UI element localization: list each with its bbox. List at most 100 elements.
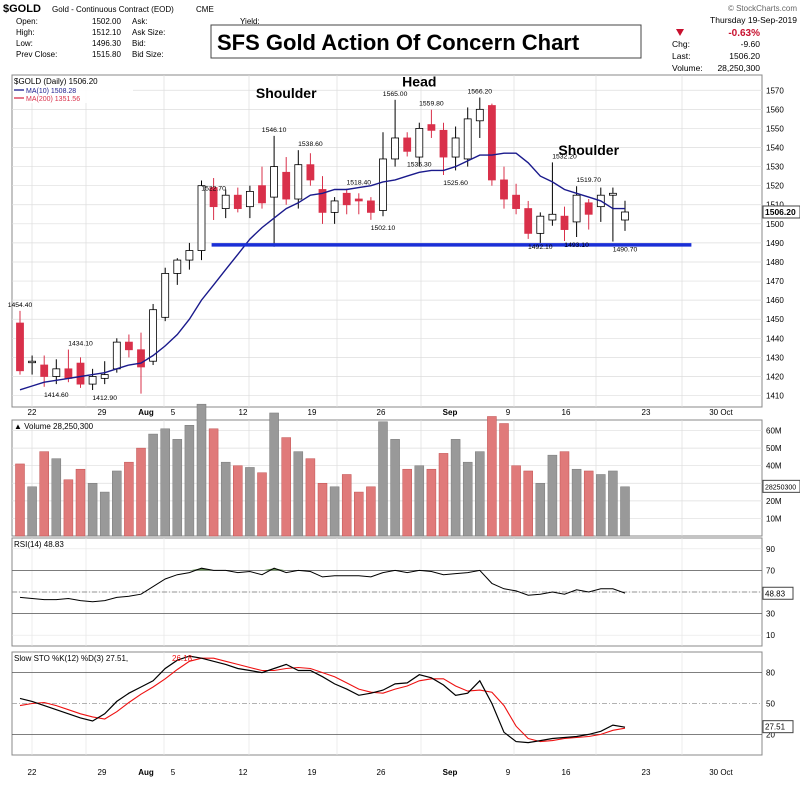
volume-bar xyxy=(426,468,437,537)
price-tick-label: 1450 xyxy=(766,315,784,324)
symbol-title: $GOLD xyxy=(3,3,41,15)
volume-bar xyxy=(608,470,618,537)
down-arrow-icon xyxy=(676,29,684,36)
volume-bar xyxy=(257,472,267,537)
pattern-label: Head xyxy=(402,73,436,89)
field-label: Low: xyxy=(16,39,33,48)
volume-bar xyxy=(535,483,546,537)
candle-body xyxy=(112,341,121,370)
date-tick-label: Sep xyxy=(443,408,458,417)
price-annotation: 1502.10 xyxy=(371,225,396,232)
candle-body xyxy=(475,108,484,122)
sto-d-line xyxy=(19,657,626,743)
candle-body xyxy=(209,187,218,208)
sto-tick-label: 20 xyxy=(766,730,775,739)
candle-body xyxy=(88,376,97,385)
price-annotation: 1414.60 xyxy=(44,392,69,399)
candle-body xyxy=(500,179,508,200)
stochastic-panel: 80 50 20 Slow STO %K(12) %D(3) 27.51, 26.18 2… xyxy=(11,651,794,756)
date-tick-label: 19 xyxy=(308,768,317,777)
price-tick-label: 1480 xyxy=(766,258,784,267)
volume-bar xyxy=(281,437,291,537)
price-frame xyxy=(11,74,763,408)
volume-bar xyxy=(402,468,412,537)
volume-bar xyxy=(511,465,521,537)
price-annotation: 1412.90 xyxy=(92,395,117,402)
candle-body xyxy=(197,185,206,251)
date-tick-label: 26 xyxy=(377,768,386,777)
volume-bar xyxy=(196,403,207,537)
volume-tick-label: 60M xyxy=(766,427,782,436)
rsi-line xyxy=(19,567,626,603)
date-tick-label: 26 xyxy=(377,408,386,417)
candle-body xyxy=(149,309,158,362)
volume-bar xyxy=(475,451,485,537)
sto-legend-d: 26.18 xyxy=(172,654,193,663)
last-label: Last: xyxy=(672,51,690,61)
volume-bar xyxy=(620,486,630,537)
candle-body xyxy=(487,105,496,181)
candle-body xyxy=(294,164,303,200)
date-tick-label: 30 Oct xyxy=(709,768,733,777)
volume-bar xyxy=(124,461,134,537)
volume-bar xyxy=(571,468,582,537)
price-tick-label: 1570 xyxy=(766,86,784,95)
volume-bar xyxy=(27,486,37,537)
candle-body xyxy=(572,194,581,223)
price-annotation: 1454.40 xyxy=(8,302,33,309)
date-tick-label: 29 xyxy=(98,408,107,417)
field-label: Ask Size: xyxy=(132,28,165,37)
last-value: 1506.20 xyxy=(729,51,760,61)
candle-body xyxy=(439,129,448,158)
volume-bar xyxy=(390,439,400,537)
volume-bar xyxy=(378,421,388,537)
candle-body xyxy=(330,200,339,213)
price-annotation: 1535.30 xyxy=(407,161,432,168)
date-tick-label: Sep xyxy=(443,768,458,777)
candle-body xyxy=(28,360,37,364)
volume-value: 28,250,300 xyxy=(717,63,760,73)
volume-tick-label: 50M xyxy=(766,444,782,453)
field-value: 1496.30 xyxy=(92,39,121,48)
candle-body xyxy=(52,368,61,377)
rsi-badge xyxy=(762,586,794,600)
price-annotation: 1525.60 xyxy=(443,180,468,187)
price-tick-label: 1440 xyxy=(766,334,784,343)
date-tick-label: 19 xyxy=(308,408,317,417)
price-tick-label: 1460 xyxy=(766,296,784,305)
candle-body xyxy=(282,171,291,200)
volume-bar xyxy=(329,486,340,537)
overlay-title-box: SFS Gold Action Of Concern Chart xyxy=(210,24,642,59)
price-annotation: 1522.70 xyxy=(201,186,226,193)
field-value: 1515.80 xyxy=(92,50,121,59)
legend-ma10: MA(10) 1508.28 xyxy=(26,88,76,95)
candle-body xyxy=(621,211,629,221)
price-annotation: 1546.10 xyxy=(262,127,287,134)
last-price-label: 1506.20 xyxy=(765,207,796,217)
volume-bar xyxy=(63,479,74,537)
ma10-line xyxy=(19,152,625,391)
date-tick-label: Aug xyxy=(138,408,154,417)
field-label: Prev Close: xyxy=(16,50,57,59)
candle-body xyxy=(451,137,460,158)
price-annotation: 1434.10 xyxy=(68,341,93,348)
candle-body xyxy=(318,189,327,213)
candle-body xyxy=(560,215,569,230)
volume-bar xyxy=(208,428,219,537)
volume-bar xyxy=(269,412,279,537)
price-annotation: 1492.10 xyxy=(528,244,553,251)
volume-tick-label: 10M xyxy=(766,514,782,523)
date-tick-label: 9 xyxy=(506,408,511,417)
volume-legend: ▲ Volume 28,250,300 xyxy=(14,422,94,431)
field-label: Bid Size: xyxy=(132,50,164,59)
candle-body xyxy=(415,128,424,158)
sto-badge xyxy=(762,720,794,734)
rsi-tick-label: 70 xyxy=(766,566,775,575)
field-value: 1502.00 xyxy=(92,17,121,26)
volume-bar xyxy=(51,458,62,537)
volume-bar xyxy=(233,465,243,537)
volume-bar xyxy=(596,474,606,537)
price-annotation: 1532.20 xyxy=(552,153,577,160)
date-tick-label: 29 xyxy=(98,768,107,777)
field-label: Open: xyxy=(16,17,38,26)
